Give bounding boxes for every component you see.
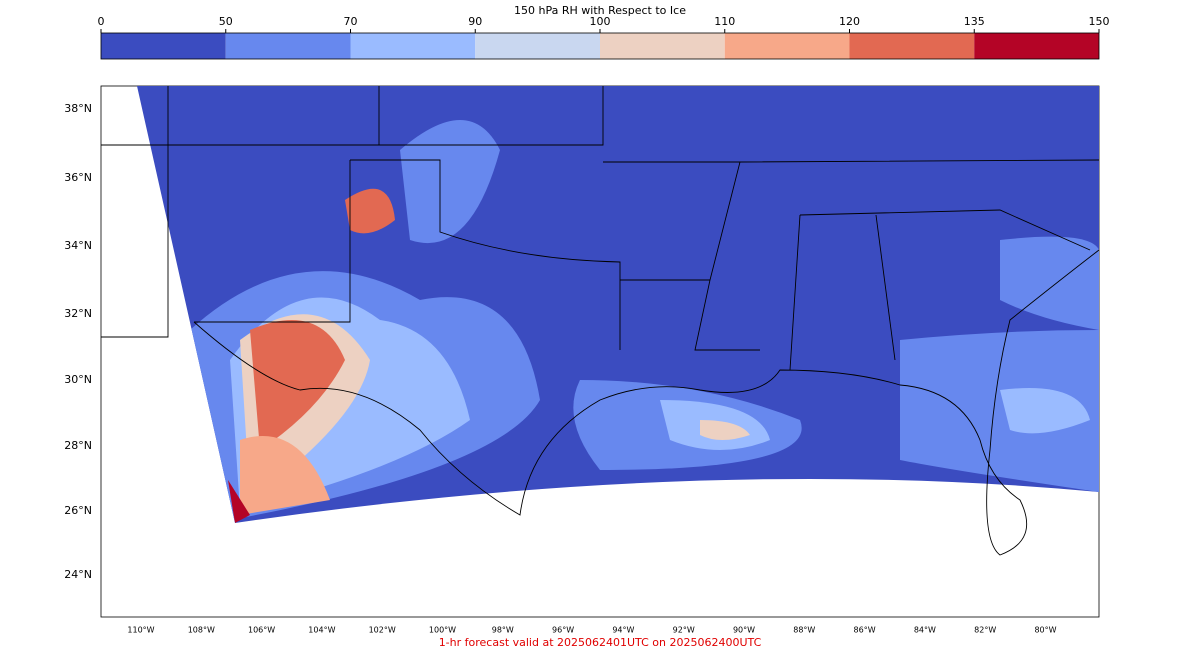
- lat-labels: 38°N 36°N 34°N 32°N 30°N 28°N 26°N 24°N: [64, 102, 92, 581]
- lat-label: 32°N: [64, 307, 92, 320]
- lon-label: 106°W: [248, 626, 275, 635]
- colorbar-tick-label: 120: [839, 15, 860, 28]
- lon-label: 84°W: [914, 626, 936, 635]
- lon-label: 82°W: [974, 626, 996, 635]
- lon-labels: 110°W 108°W 106°W 104°W 102°W 100°W 98°W 96°W 94…: [127, 626, 1056, 635]
- colorbar-tick-label: 150: [1089, 15, 1110, 28]
- rh-field: [137, 86, 1099, 523]
- colorbar-segment: [101, 33, 226, 59]
- lat-label: 34°N: [64, 239, 92, 252]
- lon-label: 86°W: [854, 626, 876, 635]
- colorbar: 0 50 70 90 100 110 120 135 150: [98, 15, 1110, 60]
- colorbar-segment: [225, 33, 351, 59]
- lon-label: 104°W: [308, 626, 335, 635]
- lon-label: 90°W: [733, 626, 755, 635]
- lon-label: 102°W: [369, 626, 396, 635]
- map: [100, 85, 1100, 618]
- lon-label: 94°W: [612, 626, 634, 635]
- colorbar-tick-label: 0: [98, 15, 105, 28]
- lat-label: 28°N: [64, 439, 92, 452]
- lon-label: 100°W: [429, 626, 456, 635]
- colorbar-segment: [724, 33, 850, 59]
- lat-label: 36°N: [64, 171, 92, 184]
- lat-label: 24°N: [64, 568, 92, 581]
- colorbar-tick-label: 100: [590, 15, 611, 28]
- lon-label: 92°W: [673, 626, 695, 635]
- colorbar-tick-label: 110: [714, 15, 735, 28]
- lon-label: 108°W: [188, 626, 215, 635]
- colorbar-tick-label: 135: [964, 15, 985, 28]
- colorbar-tick-label: 90: [468, 15, 482, 28]
- lon-label: 98°W: [492, 626, 514, 635]
- colorbar-segment: [350, 33, 476, 59]
- colorbar-title: 150 hPa RH with Respect to Ice: [514, 4, 686, 17]
- colorbar-segment: [475, 33, 600, 59]
- lat-label: 26°N: [64, 504, 92, 517]
- colorbar-tick-label: 70: [344, 15, 358, 28]
- colorbar-segment: [849, 33, 975, 59]
- lon-label: 96°W: [552, 626, 574, 635]
- lon-label: 88°W: [793, 626, 815, 635]
- lat-label: 38°N: [64, 102, 92, 115]
- colorbar-tick-label: 50: [219, 15, 233, 28]
- lon-label: 110°W: [127, 626, 154, 635]
- colorbar-segment: [974, 33, 1099, 59]
- borders: [101, 86, 1100, 556]
- colorbar-segment: [600, 33, 725, 59]
- lon-label: 80°W: [1034, 626, 1056, 635]
- footer: 1-hr forecast valid at 2025062401UTC on …: [439, 636, 762, 649]
- lat-label: 30°N: [64, 373, 92, 386]
